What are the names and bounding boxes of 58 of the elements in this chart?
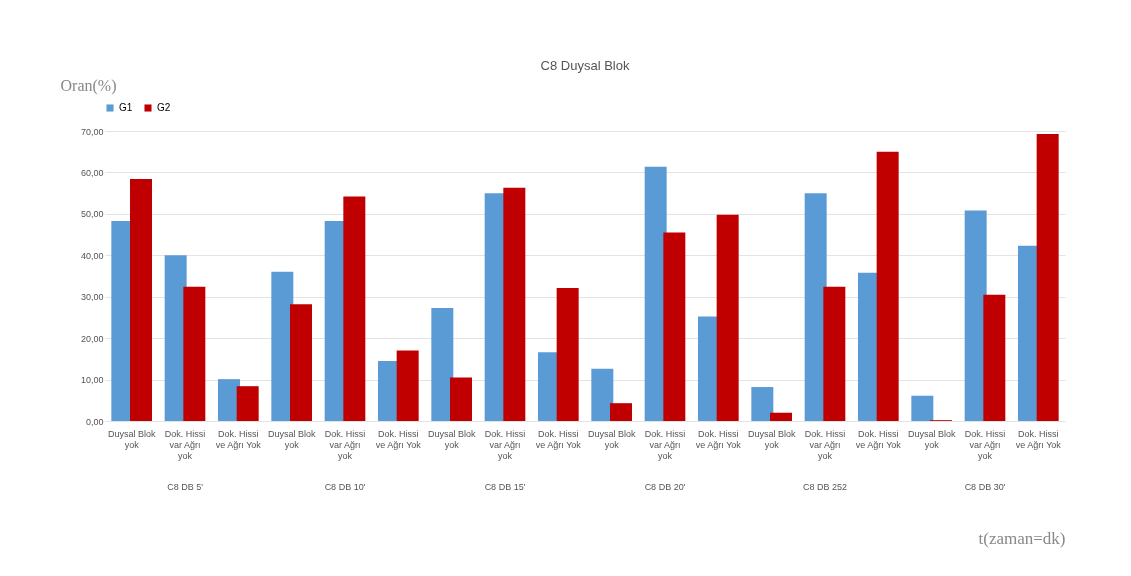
bar [450,377,472,421]
text: C8 DB 30' [964,482,1006,492]
x-tick-label: Dok. Hissi var Ağrı yok [964,428,1006,461]
y-tick-label: 40,00 [80,250,104,261]
y-tick-label: 30,00 [80,292,104,303]
bar [770,412,792,421]
chart-title: C8 Duysal Blok [540,58,630,73]
bar [983,294,1006,421]
y-tick-label: 20,00 [80,333,104,344]
bar [663,232,686,421]
x-tick-label: Dok. Hissi ve Ağrı Yok [855,428,902,450]
x-tick-label: Dok. Hissi var Ağrı yok [324,428,366,461]
x-tick-label: Dok. Hissi var Ağrı yok [484,428,526,461]
bar [183,286,206,421]
y-tick-label: 50,00 [80,209,104,220]
text: C8 DB 10' [324,482,366,492]
x-tick-label: Duysal Blok yok [267,428,316,450]
y-tick-label: 10,00 [80,375,104,386]
x-tick-label: Dok. Hissi var Ağrı yok [804,428,846,461]
bar [503,187,526,421]
legend-label: G2 [157,102,171,113]
bar [396,350,419,421]
bar [236,386,259,421]
x-tick-label: Dok. Hissi ve Ağrı Yok [695,428,742,450]
bar [290,304,312,421]
bar [716,214,739,421]
bar [911,395,934,421]
bar [591,368,614,421]
x-tick-label: Duysal Blok yok [747,428,796,450]
x-tick-label: Dok. Hissi var Ağrı yok [164,428,206,461]
x-tick-label: Dok. Hissi ve Ağrı Yok [535,428,582,450]
text: C8 DB 20' [644,482,686,492]
x-axis-title: t(zaman=dk) [978,528,1066,548]
x-tick-label: Dok. Hissi ve Ağrı Yok [1015,428,1062,450]
bar [431,307,454,421]
text: C8 DB 15' [484,482,526,492]
y-tick-label: 70,00 [80,126,104,137]
bar [823,286,846,421]
text: C8 DB 5' [167,482,204,492]
y-tick-label: 0,00 [85,416,104,427]
x-tick-label: Duysal Blok yok [907,428,956,450]
y-axis-title: Oran(%) [60,76,117,95]
text: C8 DB 252 [802,482,848,492]
x-tick-label: Duysal Blok yok [587,428,636,450]
legend-label: G1 [119,102,133,113]
bar [1036,133,1059,421]
bar [343,196,366,421]
bar [610,403,632,421]
x-tick-label: Duysal Blok yok [427,428,476,450]
x-tick-label: Duysal Blok yok [107,428,156,450]
bar [556,288,579,421]
x-tick-label: Dok. Hissi ve Ağrı Yok [215,428,262,450]
y-tick-label: 60,00 [80,167,104,178]
bar [130,179,152,421]
x-tick-label: Dok. Hissi var Ağrı yok [644,428,686,461]
x-tick-label: Dok. Hissi ve Ağrı Yok [375,428,422,450]
bar [876,151,899,421]
bar [751,387,774,421]
